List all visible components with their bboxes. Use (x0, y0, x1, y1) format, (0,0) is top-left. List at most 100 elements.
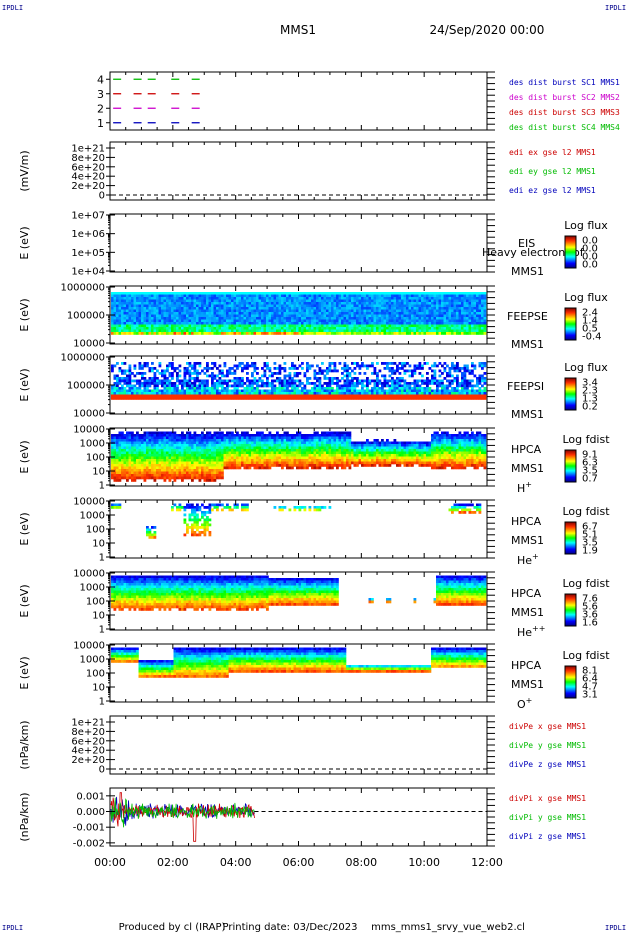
panel-hpca-he-colorbar-tick: 6.7 (582, 522, 598, 533)
panel-hpca-hepp-ytick-label: 10000 (73, 569, 105, 580)
panel-feepse-ytick-label: 100000 (67, 311, 105, 322)
panel-hpca-o-colorbar-title: Log fdist (562, 649, 610, 662)
panel-hpca-h-ytick-label: 100 (86, 453, 105, 464)
panel-divpi-ytick-label: 0.000 (76, 807, 105, 818)
panel-divpe-legend-entry: divPe x gse MMS1 (509, 722, 586, 731)
panel-feepsi-ylabel: E (eV) (18, 368, 31, 401)
panel-hpca-h-colorbar-tick: 0.7 (582, 474, 598, 485)
panel-feepse-colorbar-tick: 2.4 (582, 308, 598, 319)
corner-label-tl: IPDLI (2, 4, 24, 12)
panel-hpca-o: 1 10 100 1000 10000 E (eV) HPCA MMS1 O+ Log fdist… (18, 641, 610, 712)
corner-label-tr: IPDLI (605, 4, 627, 12)
panel-divpe-ytick-label: 8e+20 (71, 727, 105, 738)
panel-feepse-colorbar-tick: 1.4 (582, 316, 598, 327)
panel-feepse: 10000 100000 1000000 E (eV) FEEPSE MMS1 Log fl… (18, 283, 608, 352)
panel-hpca-h-colorbar (564, 449, 577, 483)
panels: 1 23 4 des dist burst SC1 MMS1 des dist burs… (18, 71, 620, 849)
panel-feepsi-instrument-label: FEEPSI (507, 380, 544, 393)
panel-feepsi-colorbar-title: Log flux (564, 361, 608, 374)
panel-edi-legend-entry: edi ex gse l2 MMS1 (509, 148, 596, 157)
panel-edi-ytick-label: 8e+20 (71, 153, 105, 164)
footer-produced-by: Produced by cl (IRAP) (119, 922, 226, 933)
panel-hpca-h-ytick-label: 1000 (80, 439, 105, 450)
panel-feepse-ylabel: E (eV) (18, 298, 31, 331)
panel-hpca-o-colorbar-tick: 8.1 (582, 666, 598, 677)
panel-hpca-he-colorbar-tick: 3.5 (582, 538, 598, 549)
panel-divpi-ytick-label: 0.001 (76, 791, 105, 802)
panel-feepse-instrument-label: FEEPSE (507, 310, 548, 323)
panel-hpca-hepp-spectrogram (111, 575, 487, 611)
panel-hpca-h-colorbar-tick: 6.3 (582, 458, 598, 469)
panel-burst-legend-entry: des dist burst SC3 MMS3 (509, 108, 620, 117)
panel-feepsi-colorbar-tick: 0.2 (582, 402, 598, 413)
panel-hpca-hepp-species-label: He++ (517, 624, 545, 639)
divpi-traces (110, 792, 255, 842)
panel-hpca-o-instrument-label: HPCA (511, 659, 542, 672)
panel-hpca-hepp-instrument-label: HPCA (511, 587, 542, 600)
panel-hpca-hepp-colorbar-tick: 7.6 (582, 594, 598, 605)
header-datetime: 24/Sep/2020 00:00 (430, 23, 545, 37)
panel-hpca-he-colorbar (564, 521, 577, 555)
panel-hpca-he-spacecraft-label: MMS1 (511, 534, 544, 547)
panel-divpi: -0.002 -0.001 0.000 0.001 (nPa/km) divPi x gs… (18, 787, 586, 849)
panel-feepse-colorbar (564, 307, 577, 341)
panel-feepsi-ytick-label: 100000 (67, 381, 105, 392)
burst-ytick-label: 4 (97, 73, 104, 86)
panel-hpca-o-colorbar (564, 665, 577, 699)
panel-eis-colorbar-title: Log flux (564, 219, 608, 232)
corner-label-bl: IPDLI (2, 924, 24, 932)
panel-feepse-colorbar-title: Log flux (564, 291, 608, 304)
panel-burst-legend-entry: des dist burst SC1 MMS1 (509, 78, 620, 87)
x-tick-label: 12:00 (471, 856, 503, 869)
panel-hpca-h-ytick-label: 1 (99, 481, 105, 492)
panel-eis-product-label: Heavy electron tof (482, 246, 585, 259)
panel-hpca-hepp-colorbar-tick: 1.6 (582, 618, 598, 629)
panel-feepsi-colorbar-tick: 1.3 (582, 394, 598, 405)
panel-hpca-h-instrument-label: HPCA (511, 443, 542, 456)
panel-hpca-hepp-ytick-label: 1 (99, 625, 105, 636)
header-spacecraft: MMS1 (280, 23, 316, 37)
x-tick-label: 00:00 (94, 856, 126, 869)
panel-hpca-h: 1 10 100 1000 10000 E (eV) HPCA MMS1 H+ Log fdist… (18, 425, 610, 496)
panel-feepse-ytick-label: 1000000 (60, 283, 105, 294)
panel-edi-ylabel: (mV/m) (18, 150, 31, 191)
panel-burst-legend-entry: des dist burst SC2 MMS2 (509, 93, 620, 102)
panel-hpca-hepp-colorbar-tick: 5.6 (582, 602, 598, 613)
panel-feepsi: 10000 100000 1000000 E (eV) FEEPSI MMS1 Log fl… (18, 353, 608, 422)
panel-feepse-colorbar-tick: 0.5 (582, 324, 598, 335)
footer-filename: mms_mms1_srvy_vue_web2.cl (371, 922, 525, 933)
panel-burst: 1 23 4 des dist burst SC1 MMS1 des dist burs… (97, 71, 620, 132)
panel-eis-spacecraft-label: MMS1 (511, 265, 544, 278)
panel-divpe-ytick-label: 4e+20 (71, 746, 105, 757)
panel-hpca-h-colorbar-tick: 3.5 (582, 466, 598, 477)
panel-divpi-legend-entry: divPi x gse MMS1 (509, 794, 586, 803)
panel-edi-ytick-label: 2e+20 (71, 181, 105, 192)
panel-eis-colorbar-tick: 0.0 (582, 252, 598, 263)
panel-hpca-he-colorbar-tick: 5.1 (582, 530, 598, 541)
burst-ytick-label: 3 (97, 88, 104, 101)
panel-hpca-h-ytick-label: 10 (92, 467, 105, 478)
panel-divpi-legend-entry: divPi z gse MMS1 (509, 832, 586, 841)
panel-feepsi-ytick-label: 1000000 (60, 353, 105, 364)
panel-hpca-hepp-ylabel: E (eV) (18, 584, 31, 617)
panel-divpi-ytick-label: -0.002 (73, 838, 105, 849)
x-tick-label: 08:00 (345, 856, 377, 869)
panel-hpca-he-ylabel: E (eV) (18, 512, 31, 545)
panel-edi-legend-entry: edi ey gse l2 MMS1 (509, 167, 596, 176)
panel-hpca-h-colorbar-tick: 9.1 (582, 450, 598, 461)
x-axis: 00:00 02:00 04:00 06:00 08:00 10:00 12:00 (94, 856, 503, 869)
panel-hpca-hepp-ytick-label: 100 (86, 597, 105, 608)
panel-eis-ytick-label: 1e+07 (71, 211, 105, 222)
panel-divpe-ytick-label: 1e+21 (71, 718, 105, 729)
panel-hpca-o-colorbar-tick: 3.1 (582, 690, 598, 701)
panel-edi-ytick-label: 0 (99, 191, 105, 202)
burst-ytick-label: 2 (97, 102, 104, 115)
panel-divpe-ylabel: (nPa/km) (18, 720, 31, 769)
panel-feepsi-colorbar-tick: 3.4 (582, 378, 598, 389)
panel-feepse-spacecraft-label: MMS1 (511, 338, 544, 351)
panel-feepsi-spectrogram (111, 362, 487, 400)
panel-divpe-ytick-label: 6e+20 (71, 736, 105, 747)
panel-eis-instrument-label: EIS (518, 237, 535, 250)
